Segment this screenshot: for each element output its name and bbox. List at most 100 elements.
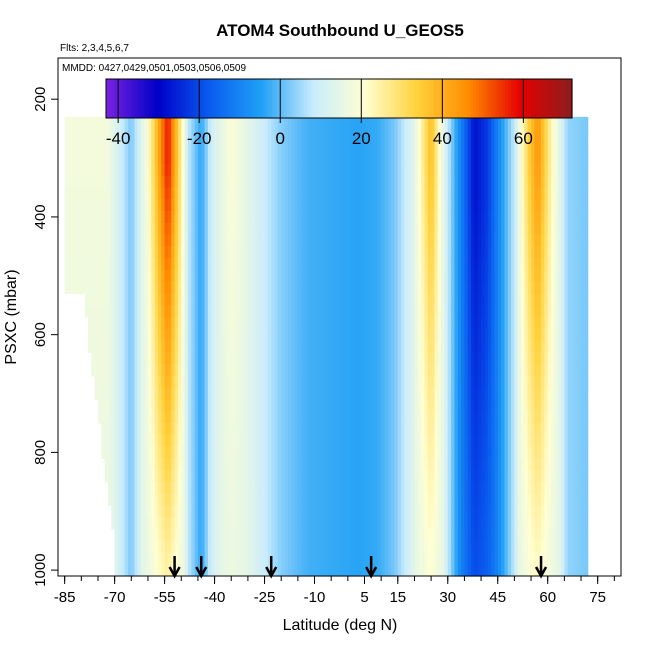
wind-cell (224, 140, 229, 153)
wind-cell (271, 234, 276, 247)
wind-cell (317, 458, 322, 471)
wind-cell (161, 399, 166, 412)
wind-cell (97, 116, 102, 130)
wind-cell (417, 540, 422, 554)
wind-cell (437, 281, 442, 295)
wind-cell (324, 317, 329, 330)
wind-cell (134, 281, 139, 295)
wind-cell (154, 340, 159, 353)
wind-cell (427, 493, 432, 506)
wind-cell (344, 564, 349, 577)
wind-cell (117, 493, 122, 506)
wind-cell (444, 340, 449, 353)
wind-cell (491, 258, 496, 271)
wind-cell (351, 411, 356, 424)
wind-cell (427, 293, 432, 306)
wind-cell (214, 493, 219, 506)
wind-cell (244, 446, 249, 459)
wind-cell (197, 364, 202, 377)
wind-cell (127, 152, 132, 165)
wind-cell (231, 434, 236, 448)
wind-cell (144, 140, 149, 153)
wind-cell (361, 446, 366, 459)
wind-cell (174, 293, 179, 306)
wind-cell (164, 152, 169, 165)
wind-cell (121, 434, 126, 448)
wind-cell (494, 187, 499, 200)
wind-cell (154, 552, 159, 565)
wind-cell (214, 258, 219, 271)
wind-cell (317, 328, 322, 342)
wind-cell (444, 246, 449, 259)
wind-cell (177, 317, 182, 330)
wind-cell (171, 458, 176, 471)
wind-cell (151, 364, 156, 377)
wind-cell (311, 552, 316, 565)
wind-cell (277, 481, 282, 495)
wind-cell (294, 152, 299, 165)
wind-cell (97, 222, 102, 236)
wind-cell (114, 528, 119, 542)
wind-cell (464, 564, 469, 577)
wind-cell (147, 458, 152, 471)
wind-cell (201, 387, 206, 401)
wind-cell (367, 399, 372, 412)
wind-cell (144, 540, 149, 554)
wind-cell (457, 481, 462, 495)
wind-cell (191, 175, 196, 189)
wind-cell (184, 187, 189, 200)
wind-cell (124, 564, 129, 577)
wind-cell (424, 152, 429, 165)
wind-cell (114, 540, 119, 554)
wind-cell (344, 458, 349, 471)
wind-cell (231, 269, 236, 283)
wind-cell (147, 269, 152, 283)
wind-cell (367, 175, 372, 189)
wind-cell (217, 458, 222, 471)
wind-cell (461, 305, 466, 318)
wind-cell (101, 116, 106, 130)
wind-cell (127, 458, 132, 471)
wind-cell (287, 211, 292, 224)
wind-cell (477, 364, 482, 377)
wind-cell (164, 564, 169, 577)
wind-cell (371, 470, 376, 483)
wind-cell (471, 175, 476, 189)
wind-cell (384, 199, 389, 212)
wind-cell (441, 211, 446, 224)
wind-cell (317, 552, 322, 565)
wind-cell (301, 340, 306, 353)
wind-cell (487, 458, 492, 471)
wind-cell (294, 434, 299, 448)
wind-cell (324, 269, 329, 283)
wind-cell (447, 505, 452, 518)
wind-cell (127, 222, 132, 236)
wind-cell (271, 116, 276, 130)
wind-cell (487, 199, 492, 212)
wind-cell (277, 234, 282, 247)
wind-cell (184, 328, 189, 342)
wind-cell (414, 517, 419, 530)
wind-cell (344, 411, 349, 424)
wind-cell (204, 128, 209, 142)
wind-cell (184, 222, 189, 236)
wind-cell (494, 446, 499, 459)
wind-cell (437, 458, 442, 471)
wind-cell (401, 422, 406, 436)
wind-cell (157, 258, 162, 271)
wind-cell (374, 128, 379, 142)
wind-cell (467, 434, 472, 448)
wind-cell (184, 375, 189, 389)
wind-cell (101, 293, 106, 306)
wind-cell (281, 340, 286, 353)
wind-cell (114, 399, 119, 412)
wind-cell (197, 152, 202, 165)
wind-cell (224, 317, 229, 330)
wind-cell (354, 128, 359, 142)
wind-cell (477, 422, 482, 436)
wind-cell (187, 246, 192, 259)
wind-cell (424, 505, 429, 518)
wind-cell (261, 470, 266, 483)
wind-cell (434, 128, 439, 142)
wind-cell (231, 470, 236, 483)
